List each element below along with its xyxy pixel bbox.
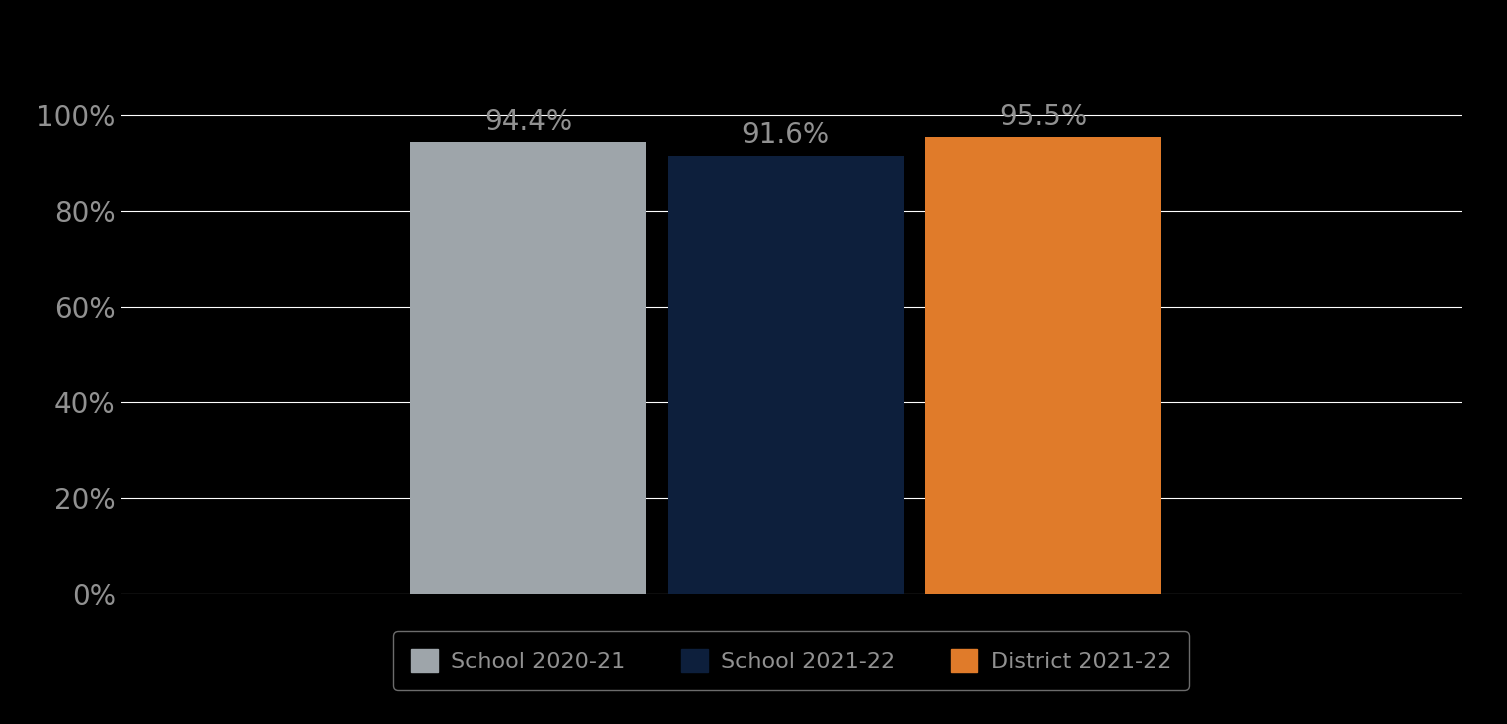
Bar: [668, 156, 904, 594]
Bar: [410, 142, 647, 594]
Text: 94.4%: 94.4%: [484, 108, 573, 136]
Bar: [925, 137, 1162, 594]
Text: 95.5%: 95.5%: [999, 103, 1088, 130]
Text: 91.6%: 91.6%: [741, 122, 830, 149]
Legend: School 2020-21, School 2021-22, District 2021-22: School 2020-21, School 2021-22, District…: [393, 631, 1189, 690]
